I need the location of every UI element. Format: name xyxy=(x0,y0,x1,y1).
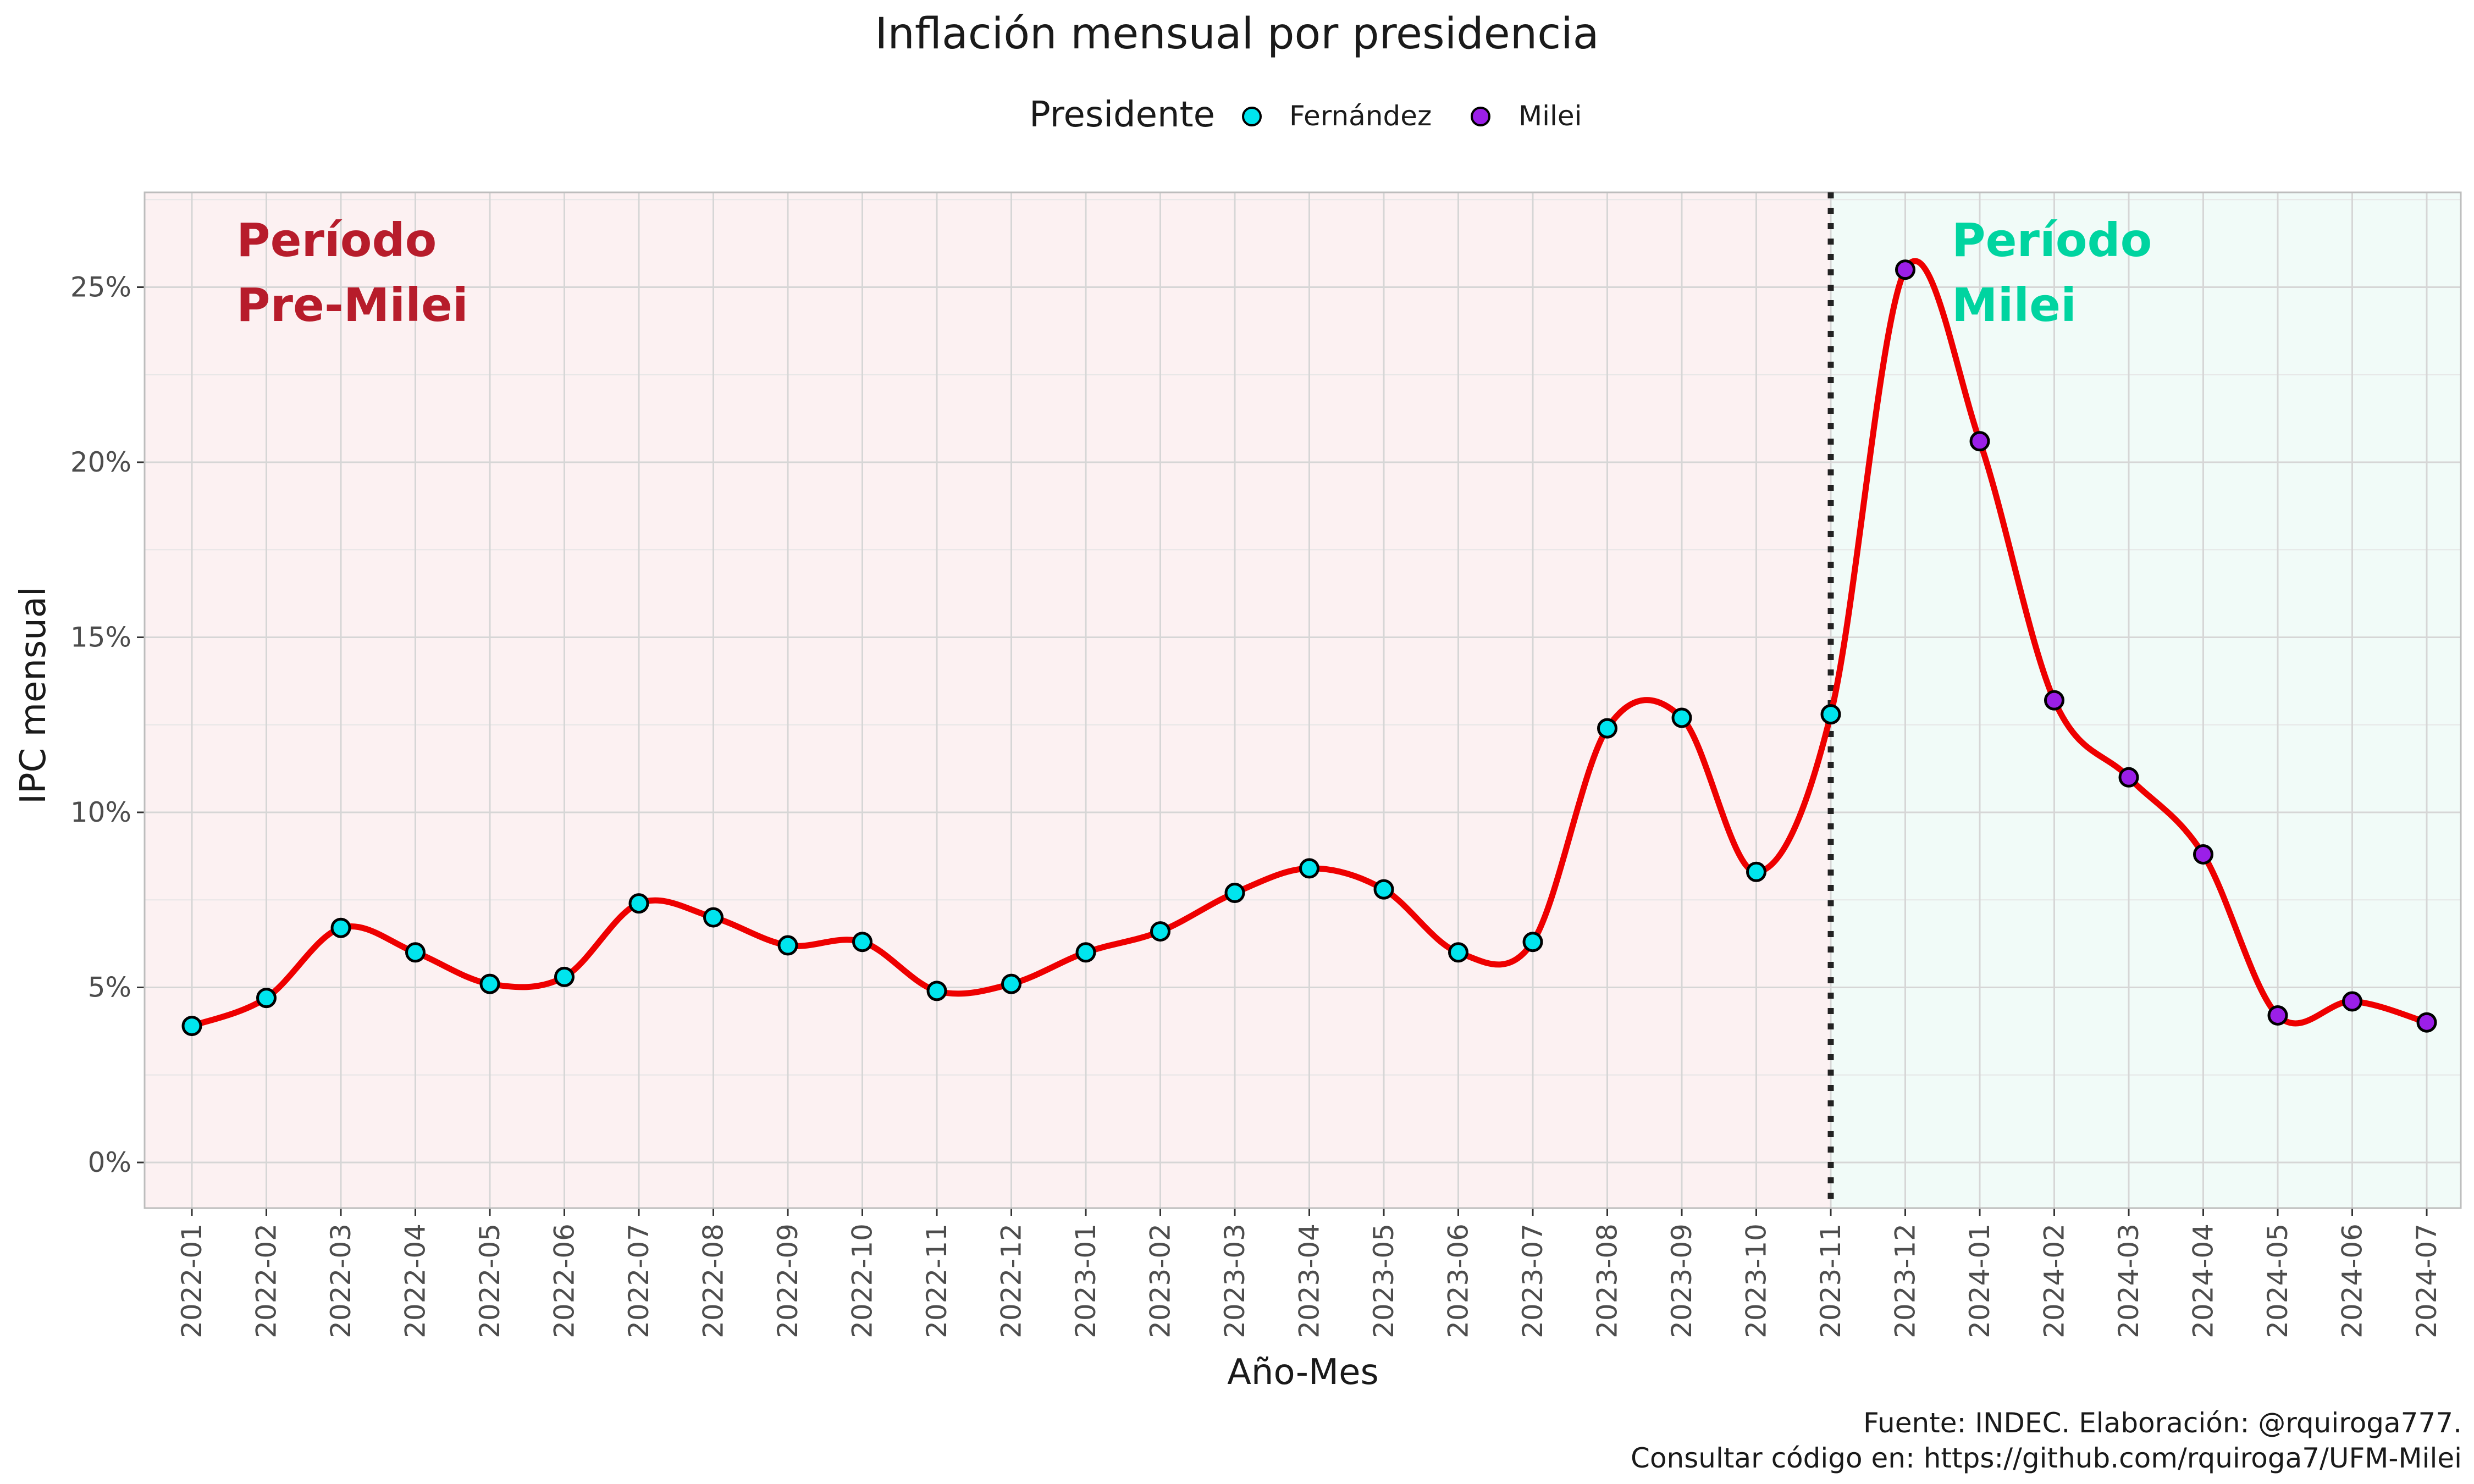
legend-marker-milei xyxy=(1471,107,1490,126)
x-tick-label: 2022-06 xyxy=(549,1223,581,1338)
data-point xyxy=(1001,973,1021,994)
region-label-milei: Período xyxy=(1952,213,2152,267)
legend-label-fernandez: Fernández xyxy=(1289,100,1432,132)
y-tick-label: 0% xyxy=(88,1147,131,1178)
x-tick-label: 2024-06 xyxy=(2337,1223,2368,1338)
data-point xyxy=(181,1016,202,1037)
data-point xyxy=(852,932,872,953)
y-tick-label: 15% xyxy=(70,622,131,654)
data-point xyxy=(405,942,426,963)
data-point xyxy=(2118,767,2139,788)
data-point xyxy=(479,973,500,994)
region-pre-milei xyxy=(145,192,1831,1208)
x-tick-label: 2024-02 xyxy=(2039,1223,2070,1338)
x-tick-label: 2022-12 xyxy=(996,1223,1028,1338)
data-point xyxy=(2267,1005,2288,1026)
x-tick-label: 2024-04 xyxy=(2188,1223,2219,1338)
data-point xyxy=(1820,704,1841,725)
data-point xyxy=(703,907,724,928)
x-tick-label: 2023-02 xyxy=(1145,1223,1177,1338)
caption-source: Fuente: INDEC. Elaboración: @rquiroga777… xyxy=(1863,1407,2462,1439)
region-label-pre-milei: Pre-Milei xyxy=(236,278,468,332)
x-tick-label: 2022-11 xyxy=(921,1223,953,1338)
x-tick-label: 2023-06 xyxy=(1443,1223,1475,1338)
data-point xyxy=(1597,718,1617,739)
x-tick-label: 2022-10 xyxy=(847,1223,879,1338)
x-tick-label: 2024-05 xyxy=(2262,1223,2294,1338)
data-point xyxy=(256,988,277,1009)
x-tick-label: 2023-10 xyxy=(1741,1223,1772,1338)
plot-area: 0% 5% 10% 15% 20% 25% 2022-01 2022-02 2022-03 202… xyxy=(70,191,2462,1338)
data-point xyxy=(628,893,649,914)
data-point xyxy=(1224,883,1245,904)
y-tick-label: 20% xyxy=(70,446,131,478)
x-tick-label: 2023-04 xyxy=(1294,1223,1326,1338)
data-point xyxy=(1522,932,1543,953)
x-tick-label: 2024-03 xyxy=(2113,1223,2145,1338)
x-tick-label: 2022-03 xyxy=(325,1223,357,1338)
data-point xyxy=(2342,991,2362,1012)
x-tick-label: 2024-01 xyxy=(1964,1223,1996,1338)
caption-code: Consultar código en: https://github.com/… xyxy=(1631,1442,2462,1474)
x-tick-label: 2023-07 xyxy=(1517,1223,1549,1338)
x-tick-label: 2022-04 xyxy=(400,1223,432,1338)
data-point xyxy=(1969,431,1990,452)
x-tick-label: 2023-11 xyxy=(1815,1223,1847,1338)
legend-title: Presidente xyxy=(1029,95,1215,135)
legend-label-milei: Milei xyxy=(1518,100,1582,132)
x-tick-label: 2023-05 xyxy=(1368,1223,1400,1338)
y-tick-label: 10% xyxy=(70,796,131,828)
y-axis-title: IPC mensual xyxy=(13,586,54,804)
x-tick-label: 2023-12 xyxy=(1890,1223,1921,1338)
data-point xyxy=(1373,879,1394,900)
plot-border xyxy=(143,191,2462,1209)
data-point xyxy=(1895,259,1915,280)
data-point xyxy=(1448,942,1468,963)
data-point xyxy=(777,935,798,956)
x-tick-label: 2022-02 xyxy=(251,1223,283,1338)
legend-marker-fernandez xyxy=(1242,107,1262,126)
data-point xyxy=(926,981,947,1001)
region-milei xyxy=(1831,192,2461,1208)
chart-title: Inflación mensual por presidencia xyxy=(875,9,1599,59)
legend: Presidente Fernández Milei xyxy=(1029,95,1582,135)
x-axis-title: Año-Mes xyxy=(1227,1352,1379,1393)
y-tick-label: 5% xyxy=(88,972,131,1004)
data-point xyxy=(1150,921,1170,942)
data-point xyxy=(1299,858,1319,879)
data-point xyxy=(2416,1012,2437,1033)
x-tick-label: 2022-08 xyxy=(698,1223,730,1338)
data-point xyxy=(1075,942,1096,963)
x-tick-label: 2022-09 xyxy=(772,1223,804,1338)
x-tick-label: 2023-01 xyxy=(1070,1223,1102,1338)
x-tick-label: 2022-05 xyxy=(474,1223,506,1338)
x-tick-label: 2022-01 xyxy=(176,1223,208,1338)
x-tick-label: 2024-07 xyxy=(2411,1223,2443,1338)
data-point xyxy=(2044,690,2064,711)
x-tick-label: 2023-09 xyxy=(1666,1223,1698,1338)
data-point xyxy=(1671,707,1692,728)
x-tick-label: 2022-07 xyxy=(623,1223,655,1338)
x-tick-label: 2023-03 xyxy=(1219,1223,1251,1338)
data-point xyxy=(1746,861,1766,882)
y-tick-label: 25% xyxy=(70,272,131,303)
data-point xyxy=(554,966,575,987)
region-label-pre-milei: Período xyxy=(236,213,437,267)
data-point xyxy=(2193,844,2213,865)
data-point xyxy=(330,917,351,938)
region-label-milei: Milei xyxy=(1952,278,2077,332)
x-tick-label: 2023-08 xyxy=(1592,1223,1623,1338)
